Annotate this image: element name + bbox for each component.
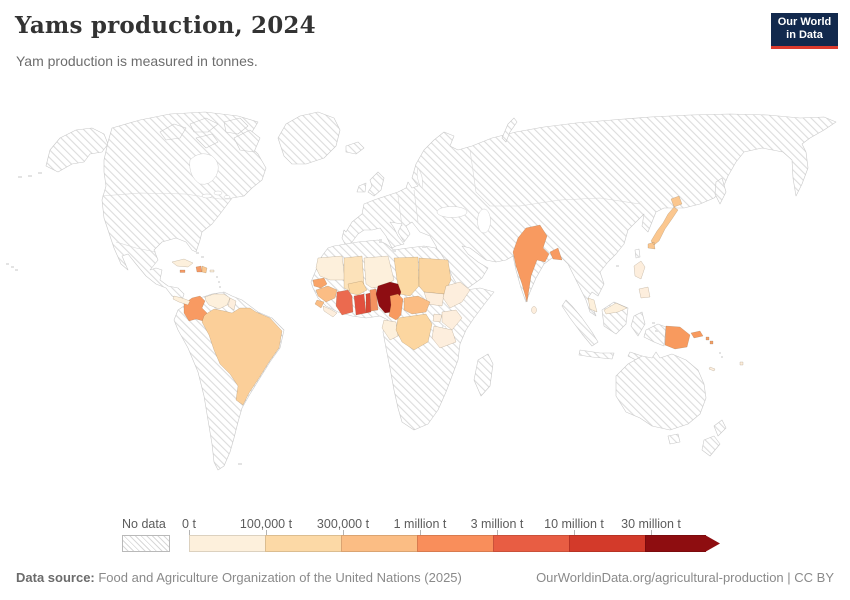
country-mauritania[interactable] xyxy=(315,255,346,281)
owid-link[interactable]: OurWorldinData.org/agricultural-producti… xyxy=(536,570,834,585)
landmass-madagascar[interactable] xyxy=(473,353,494,397)
country-colombia[interactable] xyxy=(183,295,208,322)
landmass-ireland[interactable] xyxy=(356,182,367,193)
country-costa-rica-panama[interactable] xyxy=(172,295,191,306)
data-source-label: Data source: xyxy=(16,570,95,585)
legend-bin-0[interactable] xyxy=(189,535,266,552)
legend-bin-5[interactable] xyxy=(569,535,646,552)
no-data-label: No data xyxy=(122,517,166,531)
legend-label-5: 10 million t xyxy=(544,517,604,531)
country-brazil[interactable] xyxy=(201,307,283,406)
legend-bin-1[interactable] xyxy=(265,535,342,552)
country-senegal[interactable] xyxy=(312,277,328,289)
country-cuba[interactable] xyxy=(171,258,194,268)
owid-logo-line2: in Data xyxy=(786,29,823,41)
legend-label-6: 30 million t xyxy=(621,517,681,531)
landmass-sumatra[interactable] xyxy=(561,299,599,347)
map-legend: No data 0 t 100,000 t 300,000 t 1 millio… xyxy=(0,517,850,557)
country-burkina-faso[interactable] xyxy=(347,280,368,296)
landmass-novaya-zemlya[interactable] xyxy=(501,117,518,143)
country-gabon-congo[interactable] xyxy=(381,319,399,341)
legend-bin-2[interactable] xyxy=(341,535,418,552)
country-puerto-rico[interactable] xyxy=(209,269,215,273)
country-papua-new-guinea[interactable] xyxy=(664,325,704,350)
country-central-african-republic[interactable] xyxy=(403,295,431,315)
legend-color-bar xyxy=(189,535,720,552)
country-liberia[interactable] xyxy=(322,305,338,318)
country-togo[interactable] xyxy=(365,292,372,314)
legend-arrow xyxy=(705,535,720,552)
data-source-text: Food and Agriculture Organization of the… xyxy=(94,570,462,585)
country-philippines[interactable] xyxy=(633,260,651,299)
country-kenya[interactable] xyxy=(441,309,463,331)
country-fiji[interactable] xyxy=(739,361,744,366)
country-guyana[interactable] xyxy=(227,297,237,311)
legend-label-2: 300,000 t xyxy=(316,517,370,531)
country-drc[interactable] xyxy=(395,313,433,351)
landmass-alaska[interactable] xyxy=(45,127,109,173)
legend-label-0: 0 t xyxy=(182,517,196,531)
legend-label-1: 100,000 t xyxy=(239,517,293,531)
landmass-greenland[interactable] xyxy=(277,111,341,165)
no-data-swatch[interactable] xyxy=(122,535,170,552)
legend-tick xyxy=(497,530,498,535)
legend-bin-4[interactable] xyxy=(493,535,570,552)
legend-tick xyxy=(574,530,575,535)
page-subtitle: Yam production is measured in tonnes. xyxy=(16,53,258,69)
country-benin[interactable] xyxy=(369,288,379,312)
inland-seas xyxy=(189,153,491,331)
owid-logo[interactable]: Our World in Data xyxy=(771,13,838,49)
country-solomon-islands[interactable] xyxy=(705,336,714,345)
landmass-taiwan[interactable] xyxy=(634,248,641,259)
country-haiti[interactable] xyxy=(195,265,203,273)
country-ghana[interactable] xyxy=(353,293,367,316)
country-sri-lanka[interactable] xyxy=(531,306,537,314)
country-tanzania[interactable] xyxy=(431,325,457,349)
country-bangladesh[interactable] xyxy=(549,247,563,261)
landmass-eurasia[interactable] xyxy=(341,113,837,317)
legend-tick xyxy=(189,530,190,535)
page-title: Yams production, 2024 xyxy=(15,12,316,39)
landmass-uk[interactable] xyxy=(367,171,385,197)
country-cote-divoire[interactable] xyxy=(335,289,354,316)
legend-tick xyxy=(651,530,652,535)
country-japan[interactable] xyxy=(647,195,683,250)
landmass-australia[interactable] xyxy=(615,351,707,431)
landmass-arctic-islands[interactable] xyxy=(159,117,261,153)
country-malaysia[interactable] xyxy=(587,297,628,315)
landmass-iceland[interactable] xyxy=(345,141,365,155)
country-guinea[interactable] xyxy=(315,285,338,303)
footer: Data source: Food and Agriculture Organi… xyxy=(16,570,834,585)
landmass-new-zealand[interactable] xyxy=(701,419,727,457)
country-sierra-leone[interactable] xyxy=(314,299,325,309)
country-jamaica[interactable] xyxy=(179,269,186,273)
country-chad[interactable] xyxy=(393,256,420,297)
landmass-sakhalin[interactable] xyxy=(714,177,727,205)
country-new-caledonia[interactable] xyxy=(708,366,716,372)
legend-tick xyxy=(343,530,344,535)
country-india[interactable] xyxy=(512,224,550,303)
landmass-java[interactable] xyxy=(578,349,615,360)
legend-label-4: 3 million t xyxy=(470,517,524,531)
landmass-north-america[interactable] xyxy=(101,111,267,307)
data-source: Data source: Food and Agriculture Organi… xyxy=(16,570,462,585)
legend-tick xyxy=(266,530,267,535)
country-cameroon[interactable] xyxy=(388,293,404,321)
island-specks xyxy=(6,172,723,465)
owid-logo-line1: Our World xyxy=(777,16,832,28)
country-venezuela[interactable] xyxy=(204,293,231,310)
legend-bin-6[interactable] xyxy=(645,535,706,552)
country-dominican-republic[interactable] xyxy=(201,265,208,274)
country-uganda[interactable] xyxy=(432,313,443,323)
legend-label-3: 1 million t xyxy=(393,517,447,531)
legend-tick xyxy=(420,530,421,535)
landmass-tasmania[interactable] xyxy=(667,433,681,445)
landmass-west-papua[interactable] xyxy=(643,323,667,347)
legend-bin-3[interactable] xyxy=(417,535,494,552)
country-borders xyxy=(101,149,641,253)
country-ethiopia[interactable] xyxy=(442,281,471,309)
landmass-sulawesi[interactable] xyxy=(630,311,646,337)
